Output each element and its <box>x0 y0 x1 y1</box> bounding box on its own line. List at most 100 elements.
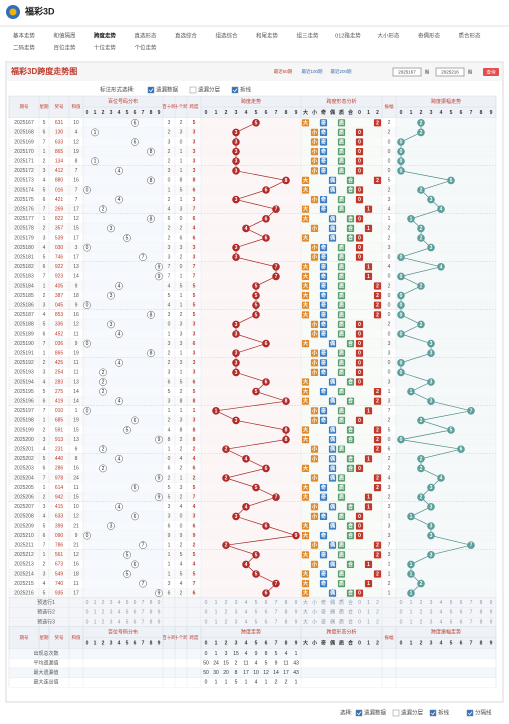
nav-link[interactable]: 大小形态 <box>377 31 400 39</box>
preselect-digit[interactable]: 1 <box>94 610 97 616</box>
nav-link[interactable]: 百位走势 <box>53 43 76 51</box>
preselect-form[interactable]: 质 <box>339 599 344 606</box>
preselect-digit[interactable]: 5 <box>126 600 129 606</box>
preselect-form[interactable]: 奇 <box>321 599 326 606</box>
preselect-digit[interactable]: 1 <box>215 610 218 616</box>
preselect-digit[interactable]: 0 <box>205 610 208 616</box>
preselect-digit[interactable]: 3 <box>110 619 113 625</box>
preselect-digit[interactable]: 3 <box>235 600 238 606</box>
preselect-form[interactable]: 大 <box>303 599 308 606</box>
preselect-digit[interactable]: 0 <box>205 619 208 625</box>
range-link[interactable]: 最近200期 <box>330 68 352 75</box>
preselect-digit[interactable]: 1 <box>215 600 218 606</box>
preselect-form[interactable]: 0 <box>358 600 361 606</box>
preselect-form[interactable]: 大 <box>303 618 308 625</box>
preselect-digit[interactable]: 6 <box>265 610 268 616</box>
preselect-digit[interactable]: 3 <box>235 619 238 625</box>
preselect-digit[interactable]: 3 <box>430 600 433 606</box>
preselect-digit[interactable]: 8 <box>285 619 288 625</box>
preselect-digit[interactable]: 8 <box>285 600 288 606</box>
preselect-digit[interactable]: 5 <box>255 600 258 606</box>
preselect-digit[interactable]: 7 <box>142 610 145 616</box>
preselect-digit[interactable]: 4 <box>440 610 443 616</box>
preselect-digit[interactable]: 1 <box>410 610 413 616</box>
preselect-form[interactable]: 偶 <box>330 609 335 616</box>
nav-link[interactable]: 和值隔周 <box>53 31 75 39</box>
checkbox-label[interactable]: 遗漏数据 <box>156 85 179 93</box>
nav-link[interactable]: 和尾走势 <box>256 31 279 39</box>
preselect-form[interactable]: 小 <box>312 618 317 625</box>
preselect-digit[interactable]: 7 <box>142 600 145 606</box>
nav-link[interactable]: 跨度走势 <box>94 31 117 39</box>
preselect-digit[interactable]: 5 <box>450 610 453 616</box>
nav-link[interactable]: 十位走势 <box>94 43 117 51</box>
preselect-form[interactable]: 2 <box>376 610 379 616</box>
nav-link[interactable]: 直选形态 <box>134 31 157 39</box>
preselect-form[interactable]: 质 <box>339 609 344 616</box>
preselect-digit[interactable]: 6 <box>134 619 137 625</box>
preselect-digit[interactable]: 7 <box>275 600 278 606</box>
preselect-form[interactable]: 小 <box>312 599 317 606</box>
preselect-digit[interactable]: 4 <box>245 619 248 625</box>
checkbox[interactable] <box>189 86 197 94</box>
preselect-digit[interactable]: 8 <box>150 610 153 616</box>
preselect-form[interactable]: 偶 <box>330 618 335 625</box>
preselect-digit[interactable]: 9 <box>158 619 161 625</box>
query-button-label[interactable]: 查询 <box>487 68 496 75</box>
preselect-digit[interactable]: 2 <box>420 600 423 606</box>
preselect-digit[interactable]: 0 <box>86 600 89 606</box>
preselect-form[interactable]: 0 <box>358 610 361 616</box>
preselect-digit[interactable]: 6 <box>460 619 463 625</box>
preselect-digit[interactable]: 4 <box>118 610 121 616</box>
preselect-digit[interactable]: 2 <box>102 600 105 606</box>
preselect-digit[interactable]: 9 <box>490 600 493 606</box>
checkbox[interactable] <box>392 709 400 717</box>
preselect-digit[interactable]: 6 <box>460 610 463 616</box>
preselect-digit[interactable]: 2 <box>225 600 228 606</box>
preselect-digit[interactable]: 8 <box>480 610 483 616</box>
preselect-digit[interactable]: 4 <box>118 600 121 606</box>
preselect-digit[interactable]: 5 <box>255 610 258 616</box>
checkbox-label[interactable]: 遗漏数据 <box>364 708 387 716</box>
preselect-digit[interactable]: 6 <box>134 610 137 616</box>
nav-link[interactable]: 012路走势 <box>335 31 361 39</box>
preselect-digit[interactable]: 6 <box>460 600 463 606</box>
nav-link[interactable]: 二码走势 <box>13 43 36 51</box>
preselect-digit[interactable]: 3 <box>430 610 433 616</box>
preselect-digit[interactable]: 8 <box>150 619 153 625</box>
preselect-form[interactable]: 2 <box>376 600 379 606</box>
preselect-digit[interactable]: 1 <box>215 619 218 625</box>
preselect-digit[interactable]: 0 <box>400 600 403 606</box>
preselect-digit[interactable]: 3 <box>235 610 238 616</box>
preselect-digit[interactable]: 1 <box>410 600 413 606</box>
checkbox-label[interactable]: 分隔线 <box>475 708 492 716</box>
checkbox-label[interactable]: 遗漏分层 <box>401 708 424 716</box>
checkbox[interactable] <box>429 709 437 717</box>
preselect-digit[interactable]: 4 <box>245 610 248 616</box>
preselect-digit[interactable]: 8 <box>150 600 153 606</box>
checkbox-label[interactable]: 遗漏分层 <box>198 85 221 93</box>
preselect-digit[interactable]: 9 <box>295 610 298 616</box>
preselect-digit[interactable]: 2 <box>225 619 228 625</box>
nav-link[interactable]: 个位走势 <box>134 43 157 51</box>
nav-link[interactable]: 奇偶形态 <box>418 31 441 39</box>
preselect-digit[interactable]: 7 <box>470 600 473 606</box>
preselect-form[interactable]: 1 <box>367 600 370 606</box>
preselect-digit[interactable]: 8 <box>285 610 288 616</box>
preselect-digit[interactable]: 9 <box>490 610 493 616</box>
preselect-digit[interactable]: 7 <box>275 610 278 616</box>
nav-link[interactable]: 组选综合 <box>215 31 238 39</box>
preselect-digit[interactable]: 3 <box>110 600 113 606</box>
preselect-digit[interactable]: 9 <box>158 610 161 616</box>
preselect-digit[interactable]: 6 <box>265 619 268 625</box>
checkbox[interactable] <box>231 86 239 94</box>
query-button[interactable] <box>483 68 499 76</box>
preselect-digit[interactable]: 8 <box>480 600 483 606</box>
preselect-digit[interactable]: 9 <box>490 619 493 625</box>
preselect-digit[interactable]: 0 <box>205 600 208 606</box>
preselect-digit[interactable]: 4 <box>118 619 121 625</box>
preselect-form[interactable]: 合 <box>348 609 353 616</box>
preselect-digit[interactable]: 5 <box>450 619 453 625</box>
checkbox-label[interactable]: 拆线 <box>240 85 252 93</box>
preselect-digit[interactable]: 4 <box>440 619 443 625</box>
